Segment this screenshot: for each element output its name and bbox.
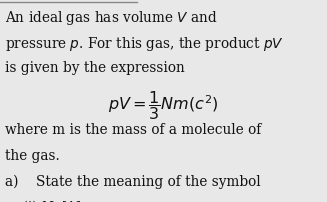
Text: pressure $p$. For this gas, the product $pV$: pressure $p$. For this gas, the product … bbox=[5, 35, 284, 53]
Text: is given by the expression: is given by the expression bbox=[5, 61, 185, 75]
Text: where m is the mass of a molecule of: where m is the mass of a molecule of bbox=[5, 122, 261, 136]
Text: (i) N, [1]: (i) N, [1] bbox=[5, 200, 81, 202]
Text: a)    State the meaning of the symbol: a) State the meaning of the symbol bbox=[5, 174, 261, 188]
Text: the gas.: the gas. bbox=[5, 148, 60, 162]
Text: $pV = \dfrac{1}{3}Nm(c^{2})$: $pV = \dfrac{1}{3}Nm(c^{2})$ bbox=[108, 89, 219, 122]
Text: An ideal gas has volume $V$ and: An ideal gas has volume $V$ and bbox=[5, 9, 217, 27]
